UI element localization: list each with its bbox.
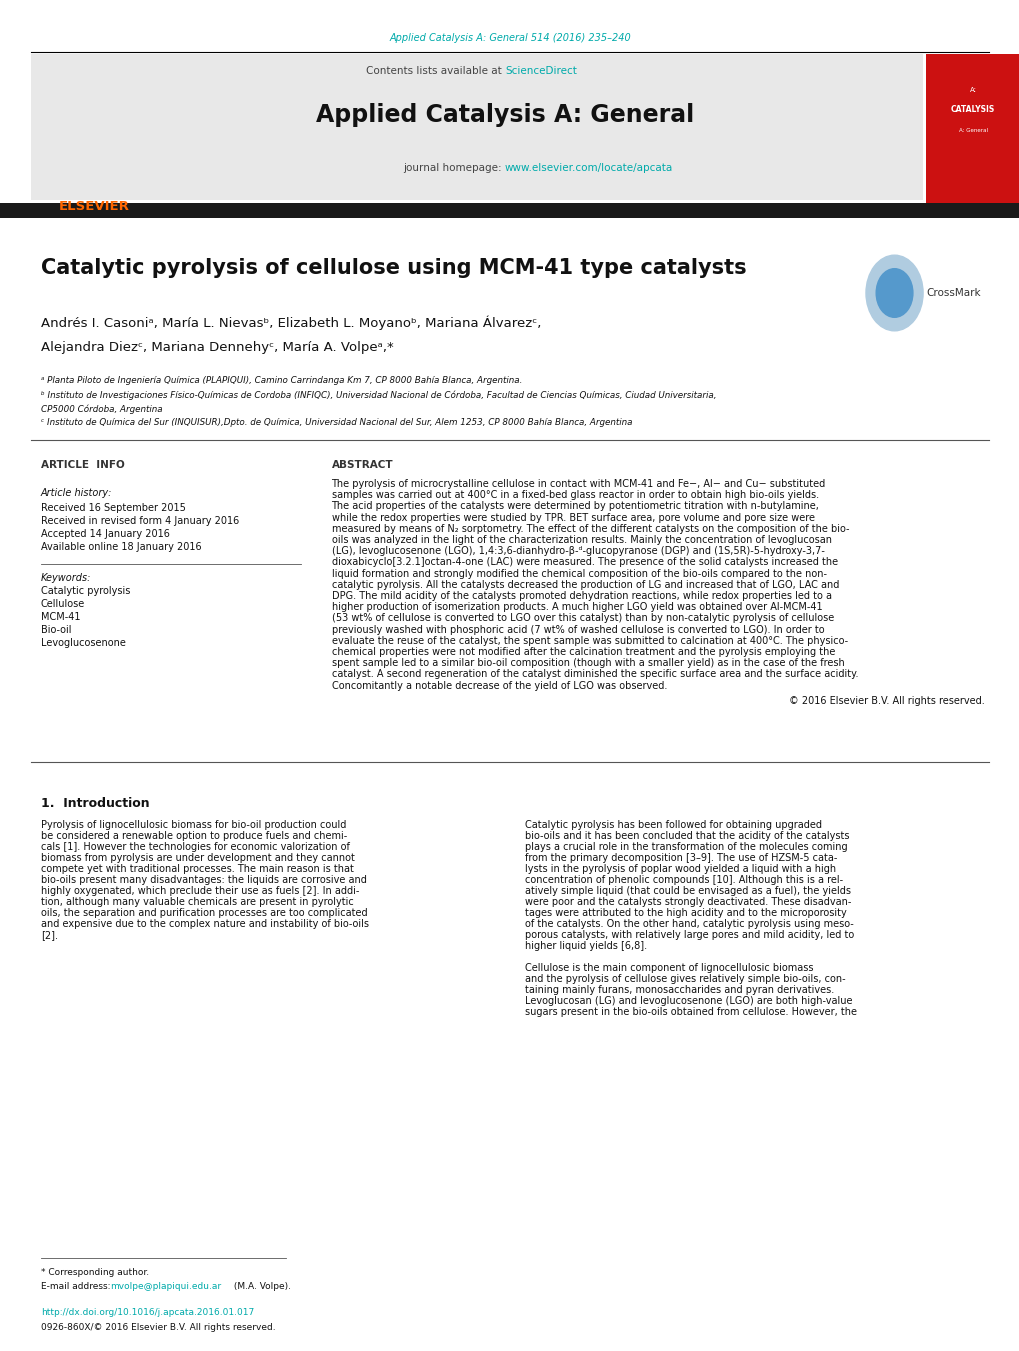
Text: measured by means of N₂ sorptometry. The effect of the different catalysts on th: measured by means of N₂ sorptometry. The… (331, 524, 848, 534)
Text: The acid properties of the catalysts were determined by potentiometric titration: The acid properties of the catalysts wer… (331, 501, 818, 512)
Text: © 2016 Elsevier B.V. All rights reserved.: © 2016 Elsevier B.V. All rights reserved… (788, 696, 983, 705)
Text: biomass from pyrolysis are under development and they cannot: biomass from pyrolysis are under develop… (41, 852, 355, 863)
Text: of the catalysts. On the other hand, catalytic pyrolysis using meso-: of the catalysts. On the other hand, cat… (525, 919, 853, 929)
Text: E-mail address:: E-mail address: (41, 1282, 113, 1292)
Bar (31, 54, 922, 200)
Text: Alejandra Diezᶜ, Mariana Dennehyᶜ, María A. Volpeᵃ,*: Alejandra Diezᶜ, Mariana Dennehyᶜ, María… (41, 342, 393, 354)
Text: A: General: A: General (958, 127, 986, 132)
Text: bio-oils present many disadvantages: the liquids are corrosive and: bio-oils present many disadvantages: the… (41, 875, 366, 885)
Text: CP5000 Córdoba, Argentina: CP5000 Córdoba, Argentina (41, 404, 162, 413)
Text: oils, the separation and purification processes are too complicated: oils, the separation and purification pr… (41, 908, 367, 917)
Text: and the pyrolysis of cellulose gives relatively simple bio-oils, con-: and the pyrolysis of cellulose gives rel… (525, 974, 845, 984)
Text: Catalytic pyrolysis has been followed for obtaining upgraded: Catalytic pyrolysis has been followed fo… (525, 820, 821, 830)
Text: [2].: [2]. (41, 929, 58, 940)
Text: previously washed with phosphoric acid (7 wt% of washed cellulose is converted t: previously washed with phosphoric acid (… (331, 624, 823, 635)
Text: Bio-oil: Bio-oil (41, 626, 71, 635)
Text: Levoglucosenone: Levoglucosenone (41, 638, 125, 648)
Text: http://dx.doi.org/10.1016/j.apcata.2016.01.017: http://dx.doi.org/10.1016/j.apcata.2016.… (41, 1308, 254, 1317)
Text: evaluate the reuse of the catalyst, the spent sample was submitted to calcinatio: evaluate the reuse of the catalyst, the … (331, 636, 847, 646)
Text: Andrés I. Casoniᵃ, María L. Nievasᵇ, Elizabeth L. Moyanoᵇ, Mariana Álvarezᶜ,: Andrés I. Casoniᵃ, María L. Nievasᵇ, Eli… (41, 316, 541, 330)
Text: Keywords:: Keywords: (41, 573, 91, 584)
Text: Received in revised form 4 January 2016: Received in revised form 4 January 2016 (41, 516, 238, 526)
Text: Levoglucosan (LG) and levoglucosenone (LGO) are both high-value: Levoglucosan (LG) and levoglucosenone (L… (525, 996, 852, 1006)
Text: (53 wt% of cellulose is converted to LGO over this catalyst) than by non-catalyt: (53 wt% of cellulose is converted to LGO… (331, 613, 833, 623)
Text: MCM-41: MCM-41 (41, 612, 81, 621)
Text: mvolpe@plapiqui.edu.ar: mvolpe@plapiqui.edu.ar (110, 1282, 221, 1292)
Text: DPG. The mild acidity of the catalysts promoted dehydration reactions, while red: DPG. The mild acidity of the catalysts p… (331, 590, 830, 601)
Text: plays a crucial role in the transformation of the molecules coming: plays a crucial role in the transformati… (525, 842, 847, 852)
Text: higher production of isomerization products. A much higher LGO yield was obtaine: higher production of isomerization produ… (331, 603, 821, 612)
Text: ABSTRACT: ABSTRACT (331, 459, 392, 470)
Text: liquid formation and strongly modified the chemical composition of the bio-oils : liquid formation and strongly modified t… (331, 569, 825, 578)
Text: and expensive due to the complex nature and instability of bio-oils: and expensive due to the complex nature … (41, 919, 369, 929)
Text: ELSEVIER: ELSEVIER (59, 200, 129, 213)
Text: concentration of phenolic compounds [10]. Although this is a rel-: concentration of phenolic compounds [10]… (525, 875, 843, 885)
Text: Concomitantly a notable decrease of the yield of LGO was observed.: Concomitantly a notable decrease of the … (331, 681, 666, 690)
Text: atively simple liquid (that could be envisaged as a fuel), the yields: atively simple liquid (that could be env… (525, 886, 851, 896)
Text: chemical properties were not modified after the calcination treatment and the py: chemical properties were not modified af… (331, 647, 835, 657)
Text: oils was analyzed in the light of the characterization results. Mainly the conce: oils was analyzed in the light of the ch… (331, 535, 830, 544)
Text: * Corresponding author.: * Corresponding author. (41, 1269, 149, 1277)
Text: Applied Catalysis A: General: Applied Catalysis A: General (316, 103, 693, 127)
Text: from the primary decomposition [3–9]. The use of HZSM-5 cata-: from the primary decomposition [3–9]. Th… (525, 852, 837, 863)
Text: A:: A: (969, 86, 975, 93)
Text: Applied Catalysis A: General 514 (2016) 235–240: Applied Catalysis A: General 514 (2016) … (388, 32, 631, 43)
Circle shape (865, 255, 922, 331)
Text: ᶜ Instituto de Química del Sur (INQUISUR),Dpto. de Química, Universidad Nacional: ᶜ Instituto de Química del Sur (INQUISUR… (41, 417, 632, 427)
Bar (0, 203, 1019, 218)
Text: catalytic pyrolysis. All the catalysts decreased the production of LG and increa: catalytic pyrolysis. All the catalysts d… (331, 580, 838, 590)
Text: highly oxygenated, which preclude their use as fuels [2]. In addi-: highly oxygenated, which preclude their … (41, 886, 359, 896)
Text: tages were attributed to the high acidity and to the microporosity: tages were attributed to the high acidit… (525, 908, 846, 917)
Text: higher liquid yields [6,8].: higher liquid yields [6,8]. (525, 942, 647, 951)
Text: journal homepage:: journal homepage: (403, 163, 504, 173)
Text: 0926-860X/© 2016 Elsevier B.V. All rights reserved.: 0926-860X/© 2016 Elsevier B.V. All right… (41, 1323, 275, 1332)
Text: ᵃ Planta Piloto de Ingeniería Química (PLAPIQUI), Camino Carrindanga Km 7, CP 80: ᵃ Planta Piloto de Ingeniería Química (P… (41, 376, 522, 385)
Text: were poor and the catalysts strongly deactivated. These disadvan-: were poor and the catalysts strongly dea… (525, 897, 851, 907)
Text: (LG), levoglucosenone (LGO), 1,4:3,6-dianhydro-β-ᵈ-glucopyranose (DGP) and (1S,5: (LG), levoglucosenone (LGO), 1,4:3,6-dia… (331, 546, 823, 557)
Text: spent sample led to a similar bio-oil composition (though with a smaller yield) : spent sample led to a similar bio-oil co… (331, 658, 844, 669)
Text: dioxabicyclo[3.2.1]octan-4-one (LAC) were measured. The presence of the solid ca: dioxabicyclo[3.2.1]octan-4-one (LAC) wer… (331, 558, 837, 567)
Bar (925, 54, 1019, 209)
Bar (31, 54, 148, 200)
Text: Catalytic pyrolysis: Catalytic pyrolysis (41, 586, 130, 596)
Circle shape (875, 269, 912, 317)
Text: CrossMark: CrossMark (925, 288, 980, 299)
Text: www.elsevier.com/locate/apcata: www.elsevier.com/locate/apcata (504, 163, 673, 173)
Text: porous catalysts, with relatively large pores and mild acidity, led to: porous catalysts, with relatively large … (525, 929, 854, 940)
Text: cals [1]. However the technologies for economic valorization of: cals [1]. However the technologies for e… (41, 842, 350, 852)
Text: CATALYSIS: CATALYSIS (950, 105, 995, 115)
Text: ScienceDirect: ScienceDirect (504, 66, 576, 76)
Text: tion, although many valuable chemicals are present in pyrolytic: tion, although many valuable chemicals a… (41, 897, 354, 907)
Text: Catalytic pyrolysis of cellulose using MCM-41 type catalysts: Catalytic pyrolysis of cellulose using M… (41, 258, 746, 278)
Text: bio-oils and it has been concluded that the acidity of the catalysts: bio-oils and it has been concluded that … (525, 831, 849, 842)
Text: Contents lists available at: Contents lists available at (366, 66, 504, 76)
Text: ᵇ Instituto de Investigaciones Físico-Químicas de Cordoba (INFIQC), Universidad : ᵇ Instituto de Investigaciones Físico-Qu… (41, 390, 715, 400)
Text: (M.A. Volpe).: (M.A. Volpe). (230, 1282, 290, 1292)
Text: 1.  Introduction: 1. Introduction (41, 797, 149, 811)
Text: Article history:: Article history: (41, 488, 112, 499)
Text: Pyrolysis of lignocellulosic biomass for bio-oil production could: Pyrolysis of lignocellulosic biomass for… (41, 820, 345, 830)
Text: ARTICLE  INFO: ARTICLE INFO (41, 459, 124, 470)
Text: lysts in the pyrolysis of poplar wood yielded a liquid with a high: lysts in the pyrolysis of poplar wood yi… (525, 865, 836, 874)
Text: Received 16 September 2015: Received 16 September 2015 (41, 503, 185, 513)
Text: be considered a renewable option to produce fuels and chemi-: be considered a renewable option to prod… (41, 831, 346, 842)
Text: Cellulose is the main component of lignocellulosic biomass: Cellulose is the main component of ligno… (525, 963, 813, 973)
Text: samples was carried out at 400°C in a fixed-bed glass reactor in order to obtain: samples was carried out at 400°C in a fi… (331, 490, 818, 500)
Text: while the redox properties were studied by TPR. BET surface area, pore volume an: while the redox properties were studied … (331, 512, 814, 523)
Text: Cellulose: Cellulose (41, 598, 85, 609)
Text: Available online 18 January 2016: Available online 18 January 2016 (41, 542, 201, 553)
Text: catalyst. A second regeneration of the catalyst diminished the specific surface : catalyst. A second regeneration of the c… (331, 669, 857, 680)
Text: compete yet with traditional processes. The main reason is that: compete yet with traditional processes. … (41, 865, 354, 874)
Text: The pyrolysis of microcrystalline cellulose in contact with MCM-41 and Fe−, Al− : The pyrolysis of microcrystalline cellul… (331, 480, 825, 489)
Text: Accepted 14 January 2016: Accepted 14 January 2016 (41, 530, 169, 539)
Text: taining mainly furans, monosaccharides and pyran derivatives.: taining mainly furans, monosaccharides a… (525, 985, 834, 994)
Text: sugars present in the bio-oils obtained from cellulose. However, the: sugars present in the bio-oils obtained … (525, 1006, 856, 1017)
